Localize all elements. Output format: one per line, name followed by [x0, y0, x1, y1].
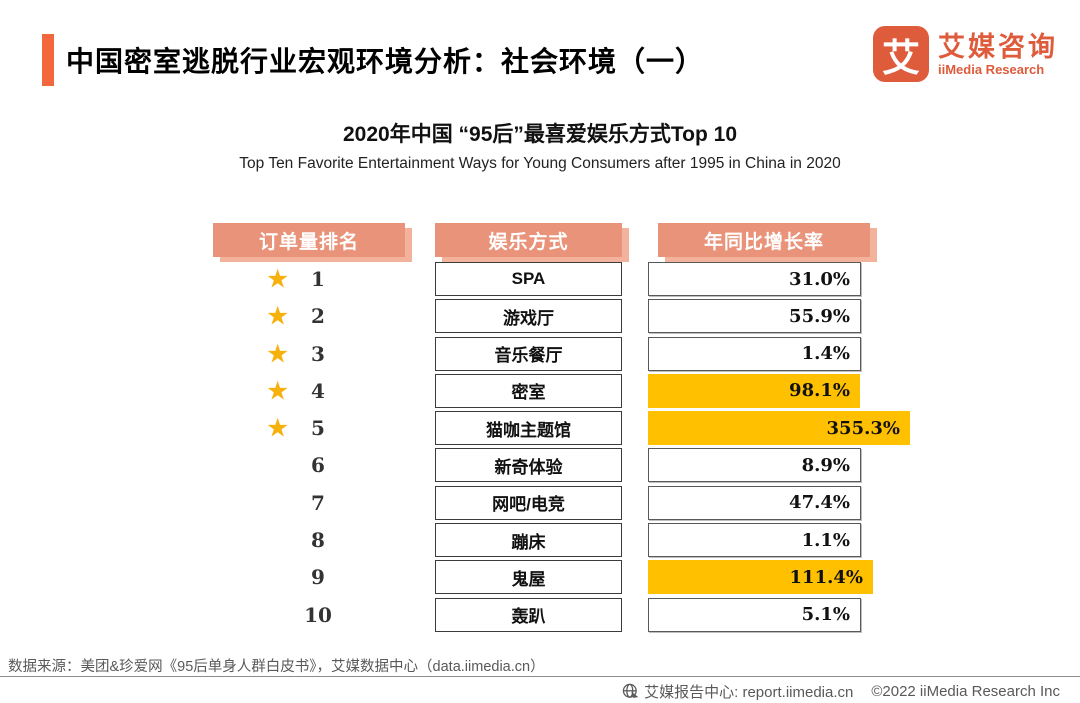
entertainment-way-label: 轰趴: [511, 607, 546, 627]
rank-number: 2: [311, 304, 325, 329]
entertainment-way-box: SPA: [435, 262, 622, 296]
entertainment-way-label: 密室: [511, 383, 546, 403]
entertainment-way-box: 鬼屋: [435, 560, 622, 595]
brand-name-cn: 艾媒咨询: [938, 31, 1058, 62]
entertainment-way-label: SPA: [511, 269, 546, 288]
entertainment-way-label: 蹦床: [511, 532, 546, 552]
entertainment-way-box: 音乐餐厅: [435, 336, 622, 371]
title-accent-bar: [42, 34, 54, 86]
star-icon: ★: [266, 338, 290, 369]
growth-value: 47.4%: [789, 492, 850, 514]
table-row: ★ 10 轰趴 5.1%: [0, 597, 1080, 632]
rank-number: 6: [311, 453, 325, 478]
rank-number: 7: [311, 490, 325, 515]
column-header-way: 娱乐方式: [430, 223, 622, 263]
rank-number: 5: [311, 416, 325, 441]
entertainment-way-box: 轰趴: [435, 597, 622, 632]
iimedia-logo: 艾 艾媒咨询 iiMedia Research: [873, 26, 1058, 82]
table-row: ★ 7 网吧/电竞 47.4%: [0, 485, 1080, 520]
star-icon: ★: [266, 300, 290, 331]
growth-value: 98.1%: [789, 380, 850, 402]
rank-number: 1: [311, 267, 325, 291]
rank-number: 3: [311, 341, 325, 366]
globe-cursor-icon: [622, 683, 639, 700]
entertainment-way-label: 猫咖主题馆: [486, 420, 571, 440]
iimedia-logo-text: 艾媒咨询 iiMedia Research: [938, 32, 1058, 76]
entertainment-way-box: 密室: [435, 373, 622, 408]
star-icon: ★: [266, 375, 290, 406]
chart-title-en: Top Ten Favorite Entertainment Ways for …: [239, 155, 841, 172]
entertainment-way-label: 游戏厅: [503, 308, 554, 328]
rank-number: 8: [311, 528, 325, 553]
growth-box: 1.1%: [648, 523, 861, 558]
entertainment-way-label: 新奇体验: [494, 457, 563, 477]
entertainment-way-box: 游戏厅: [435, 299, 622, 334]
growth-value: 1.1%: [801, 529, 850, 551]
column-header-growth: 年同比增长率: [653, 223, 870, 263]
growth-value: 1.4%: [801, 343, 850, 365]
table-row: ★ 2 游戏厅 55.9%: [0, 299, 1080, 334]
entertainment-way-label: 音乐餐厅: [494, 346, 563, 366]
entertainment-way-label: 鬼屋: [511, 569, 546, 589]
growth-box: 355.3%: [648, 411, 910, 446]
table-row: ★ 6 新奇体验 8.9%: [0, 448, 1080, 483]
table-row: ★ 9 鬼屋 111.4%: [0, 560, 1080, 595]
entertainment-way-box: 网吧/电竞: [435, 485, 622, 520]
growth-value: 55.9%: [789, 305, 850, 327]
table-row: ★ 3 音乐餐厅 1.4%: [0, 336, 1080, 371]
iimedia-logo-icon: 艾: [873, 26, 929, 82]
star-icon: ★: [266, 263, 290, 294]
footer-bar: 艾媒报告中心: report.iimedia.cn ©2022 iiMedia …: [622, 681, 1060, 702]
growth-value: 5.1%: [801, 604, 850, 626]
column-header-rank: 订单量排名: [208, 223, 405, 263]
table-row: ★ 5 猫咖主题馆 355.3%: [0, 411, 1080, 446]
growth-box: 8.9%: [648, 448, 861, 483]
growth-box: 31.0%: [648, 262, 861, 296]
entertainment-way-label: 网吧/电竞: [492, 495, 565, 515]
data-source-note: 数据来源：美团&珍爱网《95后单身人群白皮书》，艾媒数据中心（data.iime…: [8, 659, 545, 675]
growth-box: 1.4%: [648, 336, 861, 371]
chart-title-zh: 2020年中国 “95后”最喜爱娱乐方式Top 10: [342, 123, 738, 146]
footer-divider: [0, 676, 1080, 677]
growth-box: 5.1%: [648, 597, 861, 632]
entertainment-way-box: 蹦床: [435, 523, 622, 558]
report-center-label: 艾媒报告中心: report.iimedia.cn: [644, 684, 854, 701]
star-icon: ★: [266, 412, 290, 443]
entertainment-way-box: 新奇体验: [435, 448, 622, 483]
rank-number: 10: [304, 602, 332, 627]
copyright-label: ©2022 iiMedia Research Inc: [871, 683, 1060, 700]
brand-name-en: iiMedia Research: [938, 62, 1045, 78]
growth-box: 98.1%: [648, 373, 860, 408]
entertainment-way-box: 猫咖主题馆: [435, 411, 622, 446]
page-title: 中国密室逃脱行业宏观环境分析：社会环境（一）: [66, 46, 705, 77]
table-row: ★ 1 SPA 31.0%: [0, 262, 1080, 296]
table-row: ★ 8 蹦床 1.1%: [0, 523, 1080, 558]
growth-box: 47.4%: [648, 485, 861, 520]
growth-value: 8.9%: [801, 454, 850, 476]
rank-number: 4: [311, 378, 325, 403]
rank-number: 9: [311, 565, 325, 590]
table-row: ★ 4 密室 98.1%: [0, 373, 1080, 408]
growth-value: 111.4%: [789, 566, 863, 588]
ranking-table: ★ 1 SPA 31.0% ★ 2 游戏厅 55.9% ★ 3 音乐餐厅 1.4…: [0, 262, 1080, 632]
growth-value: 355.3%: [826, 417, 900, 439]
growth-box: 55.9%: [648, 299, 861, 334]
growth-box: 111.4%: [648, 560, 873, 595]
growth-value: 31.0%: [789, 268, 850, 290]
